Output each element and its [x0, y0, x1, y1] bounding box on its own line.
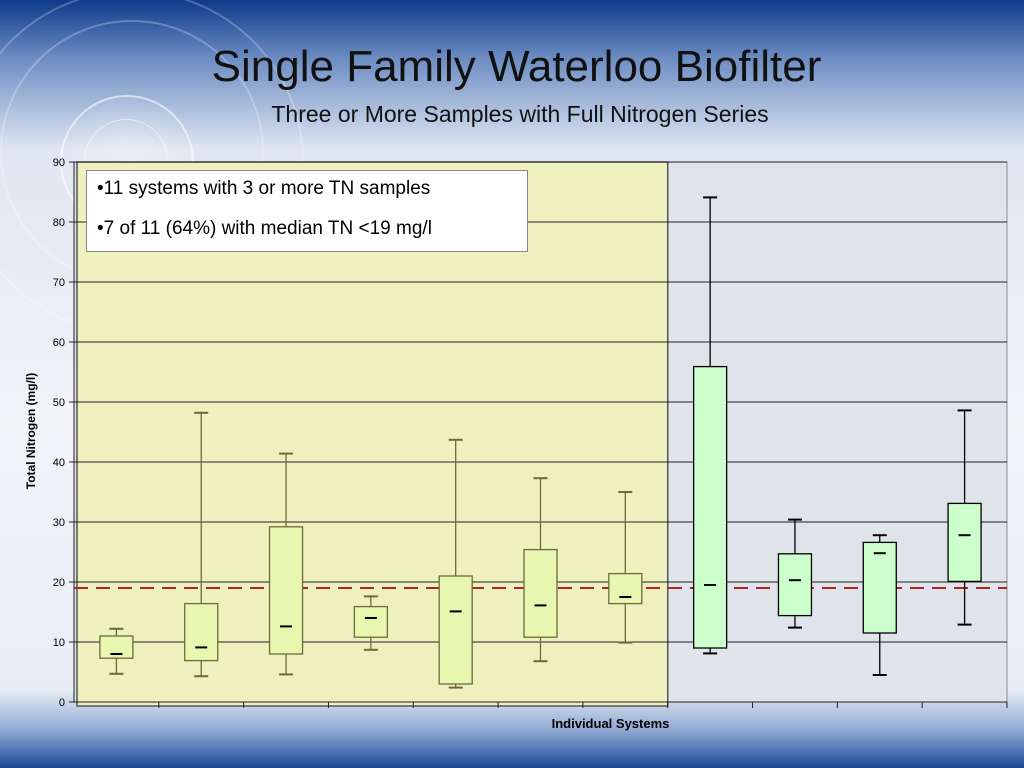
- y-tick-label: 50: [53, 397, 65, 409]
- iqr-box: [99, 635, 134, 659]
- y-tick-label: 90: [53, 157, 65, 169]
- box-plot: [438, 438, 473, 689]
- annotation-line: •7 of 11 (64%) with median TN <19 mg/l: [97, 218, 432, 239]
- y-tick-label: 70: [53, 277, 65, 289]
- box-plot: [523, 477, 558, 663]
- box-plot: [862, 534, 897, 676]
- y-tick-label: 60: [53, 337, 65, 349]
- box-plot: [608, 491, 643, 644]
- iqr-box: [268, 526, 304, 655]
- iqr-box: [353, 605, 389, 638]
- iqr-box: [523, 548, 558, 638]
- slide-subtitle: Three or More Samples with Full Nitrogen…: [271, 101, 769, 127]
- box-plot: [692, 196, 728, 655]
- iqr-box: [692, 365, 728, 649]
- iqr-box: [862, 541, 897, 634]
- x-axis-label: Individual Systems: [552, 716, 670, 731]
- y-tick-label: 0: [59, 697, 65, 709]
- box-plot: [777, 518, 813, 629]
- y-tick-label: 20: [53, 577, 65, 589]
- iqr-box: [947, 502, 982, 583]
- slide-title: Single Family Waterloo Biofilter: [211, 42, 822, 91]
- annotation-box: •11 systems with 3 or more TN samples •7…: [86, 170, 528, 252]
- box-plot: [353, 595, 389, 651]
- iqr-box: [184, 602, 219, 662]
- iqr-box: [608, 572, 643, 605]
- box-plot: [268, 452, 304, 676]
- box-plot: [947, 409, 982, 626]
- box-plot: [99, 627, 134, 675]
- annotation-line: •11 systems with 3 or more TN samples: [97, 178, 431, 199]
- y-axis-label: Total Nitrogen (mg/l): [24, 373, 38, 489]
- y-tick-label: 40: [53, 457, 65, 469]
- iqr-box: [777, 553, 813, 617]
- y-tick-label: 10: [53, 637, 65, 649]
- y-tick-label: 80: [53, 217, 65, 229]
- box-plot: [184, 411, 219, 678]
- y-tick-label: 30: [53, 517, 65, 529]
- iqr-box: [438, 575, 473, 685]
